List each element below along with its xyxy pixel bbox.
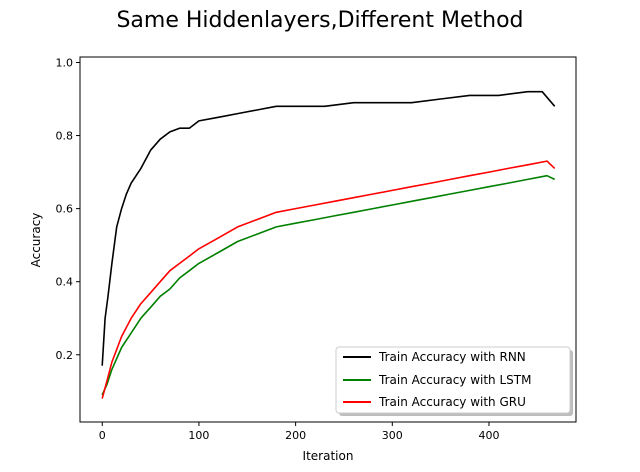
axis-ticks: 0 100 200 300 400 0.2 0.4 0.6 0.8 1.0 [56,56,500,442]
legend: Train Accuracy with RNN Train Accuracy w… [335,346,573,416]
legend-box [335,346,571,414]
series-line-train-accuracy-with-gru [101,160,556,399]
chart-title: Same Hiddenlayers,Different Method [116,8,523,33]
y-tick-label-0-4: 0.4 [56,276,74,289]
x-tick-label-200: 200 [285,429,306,442]
series-line-train-accuracy-with-rnn [101,90,556,366]
plot-area [101,90,556,399]
legend-label-gru: Train Accuracy with GRU [378,395,526,409]
legend-label-lstm: Train Accuracy with LSTM [378,373,531,387]
x-tick-label-300: 300 [382,429,403,442]
y-tick-label-1: 1.0 [56,56,74,69]
y-tick-label-0-6: 0.6 [56,203,74,216]
y-tick-label-0-8: 0.8 [56,130,74,143]
legend-label-rnn: Train Accuracy with RNN [378,350,526,364]
plot-frame [79,56,577,423]
x-axis-label: Iteration [303,449,354,463]
x-tick-label-100: 100 [188,429,209,442]
y-axis-label: Accuracy [29,213,43,268]
y-tick-label-0-2: 0.2 [56,349,74,362]
x-tick-label-0: 0 [99,429,106,442]
x-tick-label-400: 400 [478,429,499,442]
series-line-train-accuracy-with-lstm [101,174,556,396]
